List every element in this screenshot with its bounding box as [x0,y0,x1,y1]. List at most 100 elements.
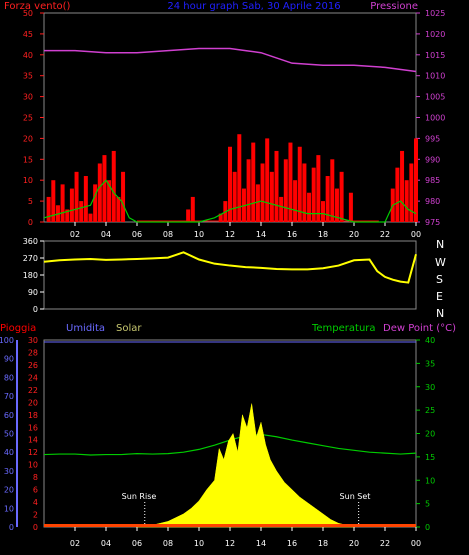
y-tick-label-direction: 360 [23,237,38,246]
wind-gust-bar [79,201,84,222]
y-tick-label-temperature: 20 [425,430,435,439]
y-tick-label-rain: 26 [28,361,38,370]
y-tick-label-rain: 10 [28,461,38,470]
y-tick-label-humidity: 10 [4,504,14,513]
y-tick-label-temperature: 15 [425,453,435,462]
y-tick-label-rain: 8 [33,473,38,482]
wind-gust-bar [97,163,102,222]
x-tick-label-top: 14 [256,230,266,239]
y-tick-label-humidity: 100 [0,336,14,345]
y-tick-label-pressure: 980 [425,197,440,206]
x-tick-label-bottom: 10 [194,539,204,548]
wind-gust-bar [218,213,223,222]
wind-gust-bar [330,159,335,222]
wind-gust-bar [283,159,288,222]
wind-gust-bar [297,146,302,222]
wind-gust-bar [93,184,98,222]
x-tick-label-bottom: 20 [349,539,359,548]
wind-gust-bar [260,163,265,222]
wind-gust-bar [409,163,414,222]
wind-gust-bar [274,150,279,222]
y-tick-label-rain: 18 [28,411,38,420]
wind-gust-bar [251,142,256,222]
legend-dewpoint: Dew Point (°C) [383,323,456,334]
wind-direction-line [43,251,417,284]
y-tick-label-temperature: 35 [425,359,435,368]
y-tick-label-rain: 16 [28,423,38,432]
wind-gust-bar [88,213,93,222]
x-tick-label-top: 06 [132,230,142,239]
sunrise-label: Sun Rise [122,492,157,501]
y-tick-label-rain: 30 [28,336,38,345]
y-tick-label-wind: 30 [23,93,33,102]
y-tick-label-wind: 10 [23,176,33,185]
wind-gust-bar [83,176,88,222]
y-tick-label-wind: 50 [23,9,33,18]
x-tick-label-top: 22 [380,230,390,239]
wind-gust-bar [293,180,298,222]
wind-gust-bar [190,196,195,222]
wind-gust-bar [302,163,307,222]
y-tick-label-direction: 180 [23,271,38,280]
wind-gust-bar [51,180,56,222]
pressure-line [44,47,417,73]
graph-title: 24 hour graph Sab, 30 Aprile 2016 [167,1,340,12]
x-tick-label-bottom: 00 [411,539,421,548]
wind-gust-bar [116,196,121,222]
wind-gust-bar [325,176,330,222]
y-tick-label-pressure: 1010 [425,72,445,81]
wind-gust-bar [111,150,116,222]
wind-gust-bar [321,201,325,222]
y-tick-label-wind: 15 [23,155,33,164]
y-tick-label-wind: 5 [28,197,33,206]
wind-gust-bar [228,146,232,222]
wind-gust-bar [46,196,51,222]
wind-gust-bar [60,184,65,222]
direction-label-s: S [436,273,443,286]
y-tick-label-wind: 25 [23,114,33,123]
x-tick-label-top: 04 [101,230,111,239]
y-tick-label-rain: 2 [33,511,38,520]
y-tick-label-pressure: 975 [425,218,440,227]
x-tick-label-top: 20 [349,230,359,239]
wind-gust-bar [69,188,74,222]
wind-gust-bar [65,209,70,222]
y-tick-label-humidity: 60 [4,411,14,420]
wind-gust-bar [311,167,316,222]
wind-gust-bar [269,171,274,222]
wind-gust-bar [246,159,251,222]
legend-temperature: Temperatura [311,323,376,334]
y-tick-label-rain: 14 [28,436,38,445]
y-tick-label-pressure: 1020 [425,30,445,39]
y-tick-label-temperature: 10 [425,476,435,485]
y-tick-label-rain: 20 [28,398,38,407]
x-tick-label-top: 08 [163,230,173,239]
wind-gust-bar [232,171,237,222]
y-tick-label-wind: 0 [28,218,33,227]
x-tick-label-bottom: 14 [256,539,266,548]
wind-gust-bar [237,134,242,222]
x-tick-label-top: 18 [318,230,328,239]
x-tick-label-bottom: 04 [101,539,111,548]
wind-gust-bar [395,167,400,222]
x-tick-label-bottom: 12 [225,539,235,548]
y-tick-label-humidity: 50 [4,430,14,439]
pressure-axis-label: Pressione [370,1,418,12]
y-tick-label-pressure: 990 [425,155,440,164]
y-tick-label-pressure: 1000 [425,114,445,123]
x-tick-label-bottom: 18 [318,539,328,548]
y-tick-label-rain: 28 [28,348,38,357]
y-tick-label-humidity: 20 [4,486,14,495]
sunset-label: Sun Set [340,492,371,501]
direction-label-e: E [436,290,443,303]
y-tick-label-direction: 270 [23,254,38,263]
y-tick-label-temperature: 5 [425,500,430,509]
wind-gust-bar [265,138,270,222]
direction-label-n-top: N [436,238,444,251]
wind-gust-bar [414,138,418,222]
y-tick-label-direction: 0 [33,305,38,314]
y-tick-label-temperature: 40 [425,336,435,345]
y-tick-label-rain: 12 [28,448,38,457]
wind-gust-bar [74,171,79,222]
